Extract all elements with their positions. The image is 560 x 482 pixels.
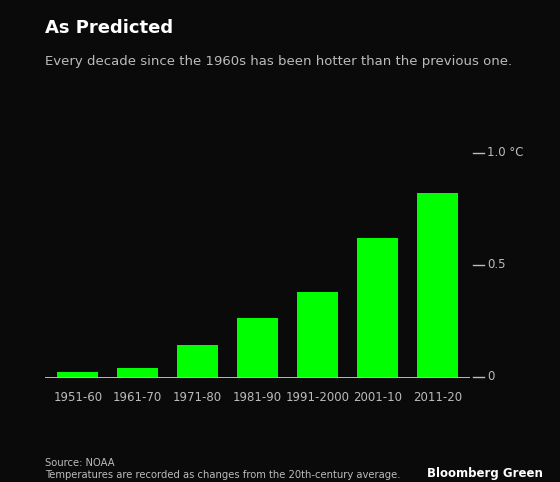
- Bar: [237, 319, 278, 376]
- Bar: [57, 372, 98, 376]
- Bar: [417, 193, 458, 376]
- Bar: [178, 345, 218, 376]
- Text: 1.0 °C: 1.0 °C: [487, 147, 524, 160]
- Bar: [297, 292, 338, 376]
- Text: Every decade since the 1960s has been hotter than the previous one.: Every decade since the 1960s has been ho…: [45, 55, 512, 68]
- Text: 0.5: 0.5: [487, 258, 506, 271]
- Text: Bloomberg Green: Bloomberg Green: [427, 467, 543, 480]
- Bar: [118, 368, 158, 376]
- Bar: [357, 238, 398, 376]
- Text: 0: 0: [487, 370, 494, 383]
- Text: As Predicted: As Predicted: [45, 19, 173, 37]
- Text: Source: NOAA
Temperatures are recorded as changes from the 20th-century average.: Source: NOAA Temperatures are recorded a…: [45, 458, 400, 480]
